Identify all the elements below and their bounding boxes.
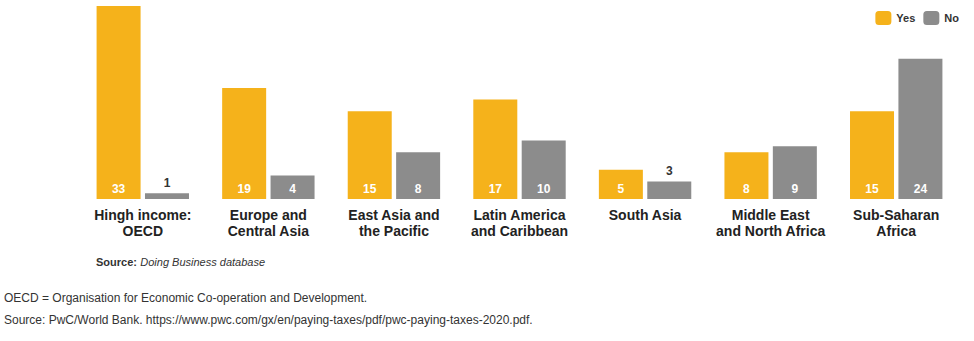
svg-text:8: 8	[743, 182, 750, 196]
svg-text:9: 9	[791, 182, 798, 196]
svg-text:4: 4	[289, 182, 296, 196]
svg-text:8: 8	[415, 182, 422, 196]
svg-text:Central Asia: Central Asia	[228, 223, 309, 239]
svg-text:33: 33	[112, 182, 126, 196]
svg-text:3: 3	[666, 164, 673, 178]
svg-text:17: 17	[489, 182, 503, 196]
svg-text:Latin America: Latin America	[473, 207, 565, 223]
svg-text:24: 24	[914, 182, 928, 196]
svg-text:Doing Business database: Doing Business database	[140, 256, 265, 268]
svg-text:10: 10	[537, 182, 551, 196]
svg-text:5: 5	[618, 182, 625, 196]
svg-text:15: 15	[363, 182, 377, 196]
svg-text:OECD: OECD	[123, 223, 163, 239]
svg-text:Hingh income:: Hingh income:	[94, 207, 191, 223]
svg-text:South Asia: South Asia	[609, 207, 682, 223]
svg-text:East Asia and: East Asia and	[348, 207, 439, 223]
svg-text:and North Africa: and North Africa	[716, 223, 825, 239]
svg-text:Yes: Yes	[896, 12, 915, 24]
svg-text:No: No	[944, 12, 959, 24]
svg-text:19: 19	[237, 182, 251, 196]
svg-text:Europe and: Europe and	[230, 207, 307, 223]
svg-text:the Pacific: the Pacific	[359, 223, 429, 239]
svg-text:OECD = Organisation for Econom: OECD = Organisation for Economic Co-oper…	[4, 291, 367, 305]
svg-text:and Caribbean: and Caribbean	[471, 223, 568, 239]
svg-text:1: 1	[164, 176, 171, 190]
svg-text:Source: PwC/World Bank. https:: Source: PwC/World Bank. https://www.pwc.…	[4, 313, 533, 327]
svg-text:15: 15	[865, 182, 879, 196]
svg-text:Africa: Africa	[876, 223, 916, 239]
svg-text:Sub-Saharan: Sub-Saharan	[853, 207, 939, 223]
svg-text:Source:: Source:	[96, 256, 137, 268]
svg-text:Middle East: Middle East	[732, 207, 810, 223]
